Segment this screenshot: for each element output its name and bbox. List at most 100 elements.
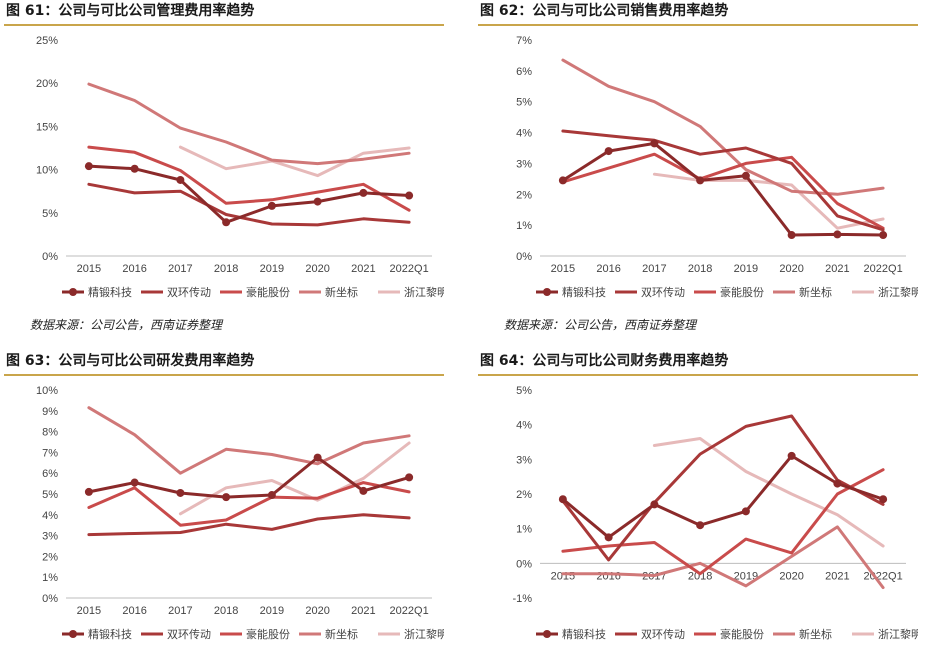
series-line (561, 468, 885, 576)
y-tick-label: 4% (516, 128, 532, 140)
data-point (222, 493, 231, 502)
x-tick-label: 2020 (305, 263, 329, 275)
x-tick-label: 2019 (260, 263, 284, 275)
data-point (267, 491, 276, 500)
rd-expense-chart: 0% 1% 2% 3% 4% 5% 6% 7% 8% 9% 10% 2015 2016 2017 2018 2… (36, 385, 444, 641)
source-note: 数据来源：公司公告，西南证券整理 (30, 318, 223, 332)
legend-label: 精锻科技 (88, 627, 132, 641)
y-tick-label: 5% (516, 385, 532, 397)
admin-expense-chart: 0% 5% 10% 15% 20% 25% 2015 2016 2017 2018 2019 2020… (36, 35, 444, 299)
y-tick-label: 3% (516, 158, 532, 170)
data-point (833, 479, 842, 488)
series-line (561, 525, 885, 590)
x-tick-label: 2019 (260, 605, 284, 617)
y-tick-label: 1% (516, 524, 532, 536)
series-line (178, 441, 411, 516)
legend-label: 双环传动 (641, 286, 685, 299)
series-line (561, 454, 885, 539)
y-tick-label: 4% (42, 510, 58, 522)
y-tick-label: 2% (516, 489, 532, 501)
series-line (87, 164, 411, 224)
legend-label: 双环传动 (641, 628, 685, 641)
x-tick-label: 2019 (734, 570, 758, 582)
legend-label: 精锻科技 (88, 285, 132, 299)
legend-label: 精锻科技 (562, 627, 606, 641)
series-line (561, 414, 885, 562)
y-tick-label: 0% (516, 251, 532, 263)
x-tick-label: 2017 (642, 263, 666, 275)
data-point (405, 473, 414, 482)
y-tick-label: 5% (42, 489, 58, 501)
x-tick-label: 2015 (551, 263, 575, 275)
legend-label: 浙江黎明 (878, 285, 918, 299)
x-tick-label: 2018 (214, 605, 238, 617)
y-tick-label: -1% (512, 593, 532, 605)
source-note: 数据来源：公司公告，西南证券整理 (504, 318, 697, 332)
legend-label: 浙江黎明 (404, 285, 444, 299)
sales-expense-chart: 0% 1% 2% 3% 4% 5% 6% 7% 2015 2016 2017 2018 2019 2020… (516, 35, 918, 299)
legend-marker (69, 630, 77, 638)
legend-label: 双环传动 (167, 628, 211, 641)
x-tick-label: 2018 (688, 570, 712, 582)
chart-title: 图 62：公司与可比公司销售费用率趋势 (478, 0, 918, 26)
x-tick-label: 2020 (779, 570, 803, 582)
chart-panel-62: 图 62：公司与可比公司销售费用率趋势 0% 1% 2% 3% 4% 5% 6% 7% 2015… (478, 0, 928, 340)
y-tick-label: 2% (516, 189, 532, 201)
x-tick-label: 2022Q1 (390, 263, 429, 275)
x-tick-label: 2018 (214, 263, 238, 275)
x-tick-label: 2016 (596, 570, 620, 582)
legend-label: 新坐标 (325, 285, 358, 299)
x-tick-label: 2020 (305, 605, 329, 617)
legend-label: 新坐标 (325, 627, 358, 641)
x-tick-label: 2019 (734, 263, 758, 275)
series-line (178, 145, 411, 178)
x-tick-label: 2021 (351, 263, 375, 275)
legend-label: 豪能股份 (246, 285, 290, 299)
legend-marker (543, 630, 551, 638)
y-tick-label: 4% (516, 420, 532, 432)
data-point (405, 191, 414, 200)
x-tick-label: 2018 (688, 263, 712, 275)
legend-label: 精锻科技 (562, 285, 606, 299)
data-point (650, 139, 659, 148)
y-tick-label: 1% (516, 220, 532, 232)
x-tick-label: 2017 (168, 605, 192, 617)
data-point (84, 162, 93, 171)
series-line (87, 406, 411, 475)
x-tick-label: 2020 (779, 263, 803, 275)
chart-title: 图 61：公司与可比公司管理费用率趋势 (4, 0, 444, 26)
x-tick-label: 2022Q1 (864, 263, 903, 275)
x-tick-label: 2021 (825, 570, 849, 582)
legend-label: 双环传动 (167, 286, 211, 299)
x-tick-label: 2015 (551, 570, 575, 582)
y-tick-label: 8% (42, 427, 58, 439)
x-tick-label: 2015 (77, 605, 101, 617)
y-tick-label: 6% (42, 468, 58, 480)
series-line (561, 141, 885, 237)
data-point (741, 507, 750, 516)
y-tick-label: 20% (36, 78, 58, 90)
x-tick-label: 2022Q1 (390, 605, 429, 617)
x-tick-label: 2016 (122, 605, 146, 617)
data-point (558, 176, 567, 185)
chart-title: 图 63：公司与可比公司研发费用率趋势 (4, 350, 444, 376)
y-tick-label: 5% (42, 208, 58, 220)
y-tick-label: 6% (516, 66, 532, 78)
y-tick-label: 10% (36, 165, 58, 177)
x-tick-label: 2021 (351, 605, 375, 617)
data-point (558, 495, 567, 504)
x-tick-label: 2021 (825, 263, 849, 275)
chart-panel-61: 图 61：公司与可比公司管理费用率趋势 0% 5% 10% 15% 20% 25% 2015… (4, 0, 454, 340)
x-tick-label: 2017 (168, 263, 192, 275)
chart-panel-64: 图 64：公司与可比公司财务费用率趋势 -1% 0% 1% 2% 3% 4% 5% 2015 2… (478, 350, 928, 649)
data-point (650, 500, 659, 509)
chart-title: 图 64：公司与可比公司财务费用率趋势 (478, 350, 918, 376)
data-point (787, 451, 796, 460)
legend-label: 豪能股份 (246, 627, 290, 641)
y-tick-label: 0% (516, 558, 532, 570)
x-tick-label: 2022Q1 (864, 570, 903, 582)
data-point (696, 521, 705, 530)
data-point (879, 231, 888, 240)
chart-panel-63: 图 63：公司与可比公司研发费用率趋势 0% 1% 2% 3% 4% 5% 6% 7% 8% 9%… (4, 350, 454, 649)
legend-label: 浙江黎明 (878, 627, 918, 641)
